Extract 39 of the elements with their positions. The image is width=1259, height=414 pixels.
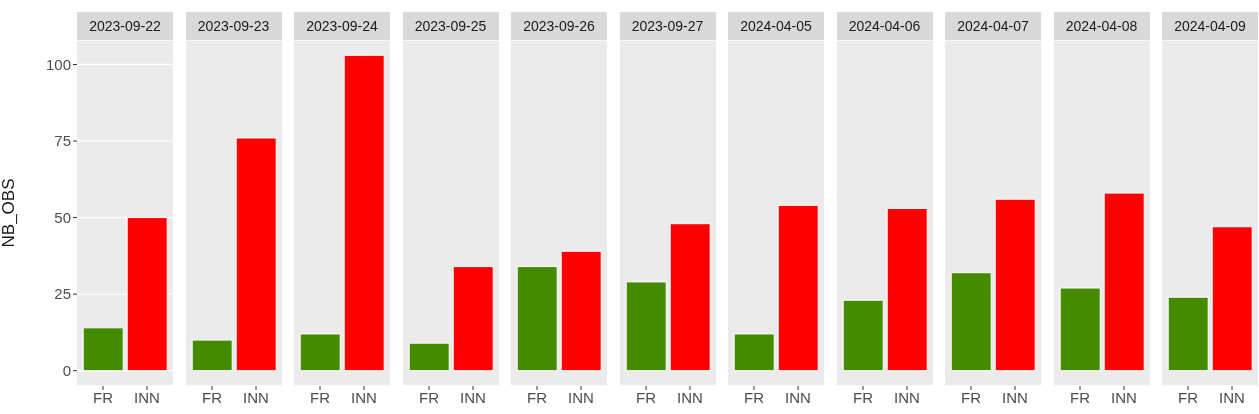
chart-title: 2024-04-05 [728,12,824,40]
y-tick-label: 50 [54,208,71,226]
x-tick-label: INN [1219,388,1245,406]
x-tick-label: INN [568,388,594,406]
chart-title: 2023-09-26 [511,12,607,40]
x-tick-label: FR [310,388,331,406]
x-tick-label: FR [852,388,873,406]
x-tick-label: INN [676,388,703,406]
chart-title: 2024-04-07 [945,12,1041,40]
y-tick-label: 0 [62,362,71,380]
y-axis-title: NB_OBS [0,178,19,248]
chart-title: 2023-09-25 [402,12,499,40]
x-tick-label: INN [785,388,811,406]
chart-title: 2024-04-06 [836,12,933,40]
chart-title: 2024-04-09 [1162,12,1258,40]
x-tick-label: INN [459,388,486,406]
x-tick-label: FR [201,388,222,406]
x-tick-label: FR [93,388,114,406]
y-tick-label: 25 [54,285,71,303]
x-tick-label: INN [1110,388,1137,406]
y-tick-label: 100 [45,55,71,73]
x-tick-label: FR [961,388,982,406]
chart-title: 2023-09-27 [619,12,716,40]
x-tick-label: FR [744,388,765,406]
x-tick-label: INN [242,388,269,406]
x-tick-label: FR [635,388,656,406]
y-tick-label: 75 [54,132,71,150]
x-tick-label: INN [134,388,160,406]
x-tick-label: FR [1178,388,1199,406]
x-tick-label: FR [1069,388,1090,406]
x-tick-label: INN [351,388,377,406]
chart-title: 2023-09-22 [77,12,173,40]
x-tick-label: INN [893,388,920,406]
x-tick-label: FR [527,388,548,406]
x-tick-label: INN [1002,388,1028,406]
x-tick-label: FR [418,388,439,406]
chart-title: 2024-04-08 [1053,12,1150,40]
chart-title: 2023-09-23 [185,12,282,40]
chart-title: 2023-09-24 [294,12,390,40]
